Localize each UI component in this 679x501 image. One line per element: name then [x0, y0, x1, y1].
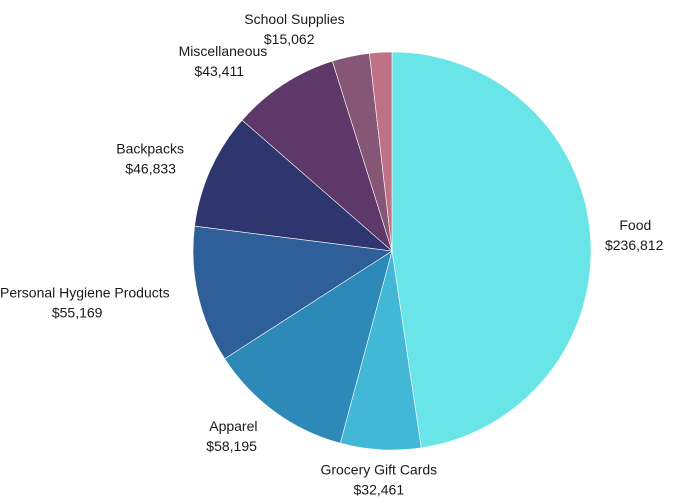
pie-labels: Food $236,812 Grocery Gift Cards $32,461 App…	[0, 11, 664, 498]
slice-label-miscellaneous: Miscellaneous	[179, 43, 268, 59]
slice-value-backpacks: $46,833	[125, 161, 176, 177]
pie-slice-personal-hygiene-products	[192, 225, 393, 360]
pie-slice-miscellaneous	[241, 60, 393, 252]
pie-slices	[192, 51, 592, 451]
pie-slice-unlabeled	[369, 51, 393, 252]
slice-value-grocery-gift-cards: $32,461	[354, 482, 405, 498]
pie-slice-apparel	[224, 250, 393, 444]
slice-label-school-supplies: School Supplies	[244, 11, 344, 27]
slice-label-backpacks: Backpacks	[116, 141, 184, 157]
slice-value-apparel: $58,195	[206, 438, 257, 454]
slice-value-school-supplies: $15,062	[264, 31, 315, 47]
slice-label-apparel: Apparel	[209, 418, 257, 434]
pie-slice-backpacks	[194, 119, 393, 252]
slice-label-grocery-gift-cards: Grocery Gift Cards	[320, 462, 437, 478]
slice-value-food: $236,812	[605, 237, 664, 253]
pie-slice-food	[391, 51, 592, 449]
slice-label-food: Food	[619, 217, 651, 233]
slice-value-miscellaneous: $43,411	[194, 63, 244, 79]
slice-value-personal-hygiene-products: $55,169	[52, 304, 103, 320]
slice-label-personal-hygiene-products: Personal Hygiene Products	[0, 284, 170, 300]
